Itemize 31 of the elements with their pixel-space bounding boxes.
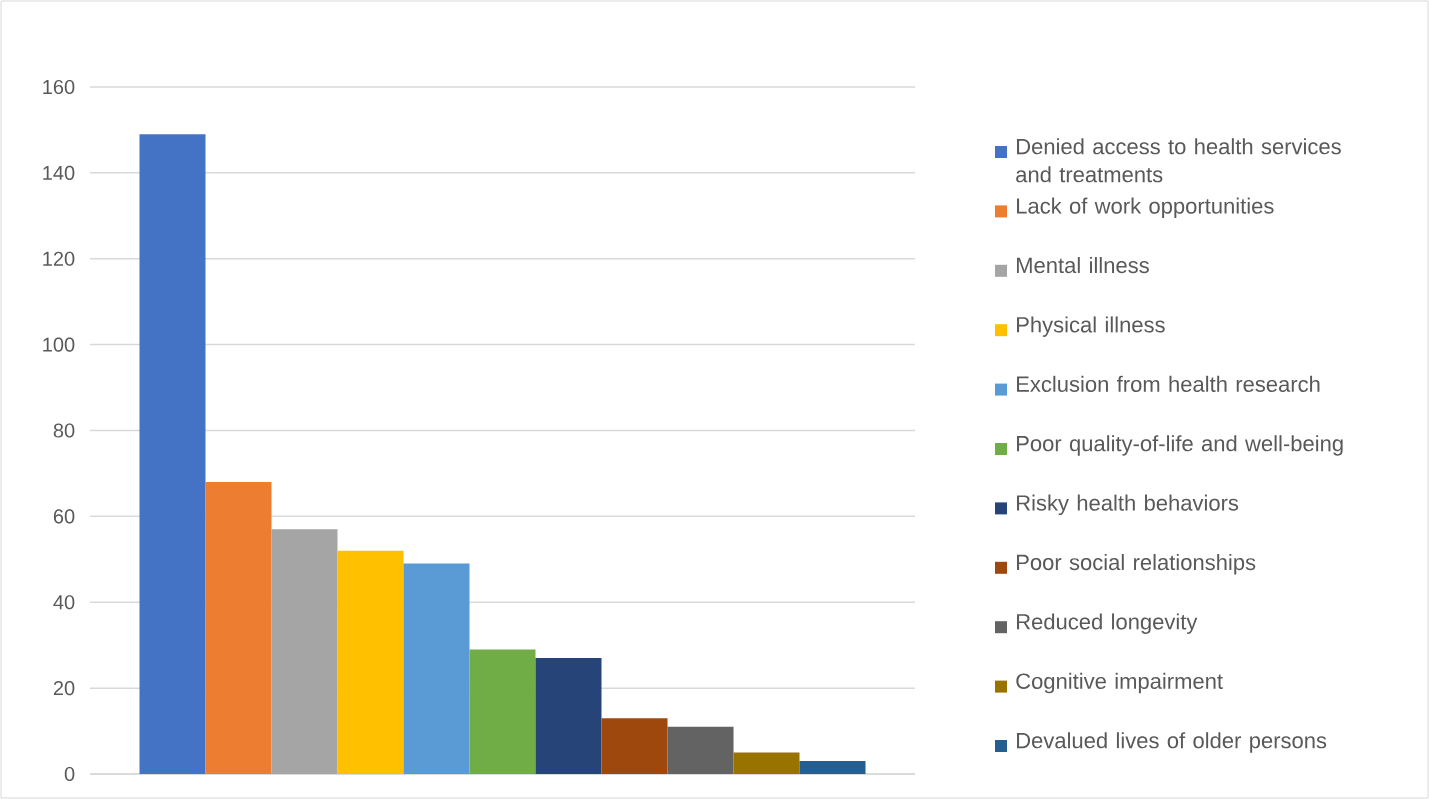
legend-label: Cognitive impairment <box>1016 672 1223 694</box>
legend-label: Devalued lives of older persons <box>1017 732 1327 753</box>
legend-label: Denied access to health services and treatments <box>1016 138 1341 183</box>
bar <box>535 658 602 774</box>
y-tick-label: 60 <box>53 509 75 524</box>
bar <box>337 550 404 774</box>
bar <box>205 482 272 774</box>
bar <box>733 752 800 774</box>
legend-label: Physical illness <box>1017 316 1165 337</box>
bar <box>271 529 338 774</box>
y-tick-label: 140 <box>43 165 75 180</box>
y-tick-label: 160 <box>43 79 75 95</box>
bar <box>139 134 206 774</box>
bar <box>403 563 470 774</box>
y-tick-label: 0 <box>64 766 75 782</box>
legend-label: Mental illness <box>1017 257 1149 274</box>
bar <box>469 649 536 774</box>
y-tick-label: 40 <box>53 595 75 610</box>
legend-label: Poor social relationships <box>1017 554 1256 575</box>
legend-label: Reduced longevity <box>1017 613 1198 634</box>
bar <box>799 761 866 774</box>
y-tick-label: 20 <box>53 681 75 696</box>
y-tick-label: 120 <box>43 251 75 266</box>
legend-label: Lack of work opportunities <box>1017 197 1274 219</box>
bar <box>667 726 734 774</box>
y-tick-label: 100 <box>43 337 75 352</box>
legend-label: Risky health behaviors <box>1017 494 1239 516</box>
bar <box>601 718 668 774</box>
y-tick-label: 80 <box>53 423 75 438</box>
legend-label: Poor quality-of-life and well-being <box>1017 435 1343 456</box>
legend-label: Exclusion from health research <box>1017 375 1320 392</box>
